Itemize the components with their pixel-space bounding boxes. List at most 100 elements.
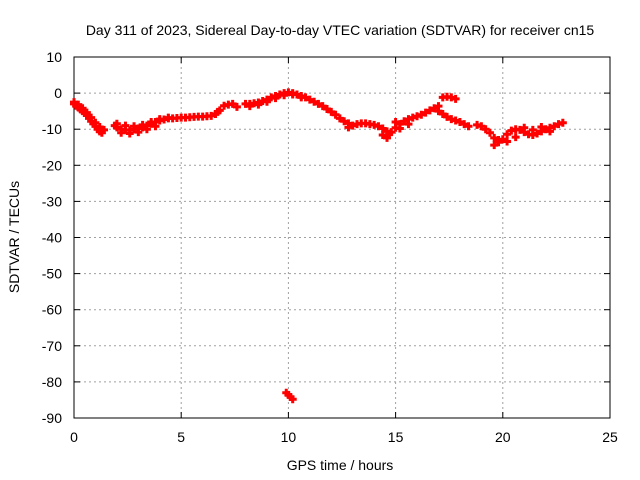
data-point: [305, 95, 314, 104]
data-point: [262, 97, 271, 106]
y-axis-label: SDTVAR / TECUs: [6, 181, 22, 293]
data-point: [254, 100, 263, 109]
data-point: [391, 117, 400, 126]
data-point: [147, 117, 156, 126]
data-point: [494, 136, 503, 145]
data-point: [434, 107, 443, 116]
data-point: [421, 108, 430, 117]
data-point: [460, 120, 469, 129]
y-tick-label: -90: [42, 410, 62, 426]
x-tick-label: 0: [70, 429, 78, 445]
data-point: [451, 94, 460, 103]
data-point: [142, 125, 151, 134]
data-point: [417, 110, 426, 119]
data-point: [537, 123, 546, 132]
y-tick-label: -60: [42, 302, 62, 318]
data-point: [425, 106, 434, 115]
data-point: [232, 102, 241, 111]
data-point: [121, 121, 130, 130]
data-point: [78, 104, 87, 113]
chart-title: Day 311 of 2023, Sidereal Day-to-day VTE…: [86, 22, 595, 38]
data-point: [130, 122, 139, 131]
data-point: [550, 122, 559, 131]
data-point: [207, 111, 216, 120]
data-point: [297, 93, 306, 102]
data-point: [228, 99, 237, 108]
y-tick-label: -70: [42, 338, 62, 354]
x-tick-label: 10: [281, 429, 297, 445]
y-tick-label: -80: [42, 374, 62, 390]
data-point: [288, 395, 297, 404]
x-tick-label: 15: [388, 429, 404, 445]
data-point: [331, 110, 340, 119]
data-point: [271, 94, 280, 103]
data-point: [318, 102, 327, 111]
data-point: [378, 130, 387, 139]
x-tick-label: 20: [495, 429, 511, 445]
data-point: [528, 125, 537, 134]
ticks-layer: 0 5 10 15 20 25 10 0 -10 -20 -30 -40 -50 -60 -70 -80 -90: [42, 49, 618, 445]
data-point: [400, 117, 409, 126]
data-point: [558, 118, 567, 127]
data-point: [490, 141, 499, 150]
data-point: [340, 117, 349, 126]
data-point: [383, 133, 392, 142]
y-tick-label: -50: [42, 266, 62, 282]
y-tick-label: -30: [42, 193, 62, 209]
data-point: [280, 91, 289, 100]
data-point: [490, 133, 499, 142]
data-point: [164, 113, 173, 122]
x-axis-label: GPS time / hours: [287, 457, 394, 473]
data-point: [503, 137, 512, 146]
data-point: [314, 99, 323, 108]
data-point: [310, 97, 319, 106]
data-point: [443, 112, 452, 121]
data-point: [503, 130, 512, 139]
y-tick-label: 10: [46, 49, 62, 65]
data-point: [485, 128, 494, 137]
data-point: [70, 98, 78, 107]
y-tick-label: 0: [54, 85, 62, 101]
data-point: [288, 90, 297, 99]
data-point: [481, 125, 490, 134]
data-point: [112, 119, 121, 128]
data-point: [125, 129, 134, 138]
data-point: [91, 118, 100, 127]
data-point: [533, 129, 542, 138]
x-tick-label: 25: [602, 429, 618, 445]
data-points: [70, 88, 567, 404]
data-point: [100, 125, 109, 134]
data-point: [520, 123, 529, 132]
data-point: [74, 100, 83, 109]
data-point: [515, 125, 524, 134]
data-point: [134, 128, 143, 137]
data-point: [511, 133, 520, 142]
data-point: [87, 113, 96, 122]
data-point: [117, 128, 126, 137]
data-point: [344, 123, 353, 132]
x-tick-label: 5: [177, 429, 185, 445]
data-point: [464, 122, 473, 131]
data-point: [327, 107, 336, 116]
y-tick-label: -10: [42, 121, 62, 137]
data-point: [155, 115, 164, 124]
data-point: [387, 128, 396, 137]
data-point: [335, 114, 344, 123]
data-point: [215, 106, 224, 115]
data-point: [455, 117, 464, 126]
data-point: [322, 104, 331, 113]
y-tick-label: -20: [42, 157, 62, 173]
data-point: [151, 122, 160, 131]
data-point: [404, 120, 413, 129]
data-point: [395, 124, 404, 133]
data-point: [438, 110, 447, 119]
data-point: [138, 120, 147, 129]
data-point: [477, 122, 486, 131]
data-point: [245, 102, 254, 111]
data-point: [95, 123, 104, 132]
data-point: [430, 104, 439, 113]
data-point: [82, 108, 91, 117]
data-point: [545, 127, 554, 136]
